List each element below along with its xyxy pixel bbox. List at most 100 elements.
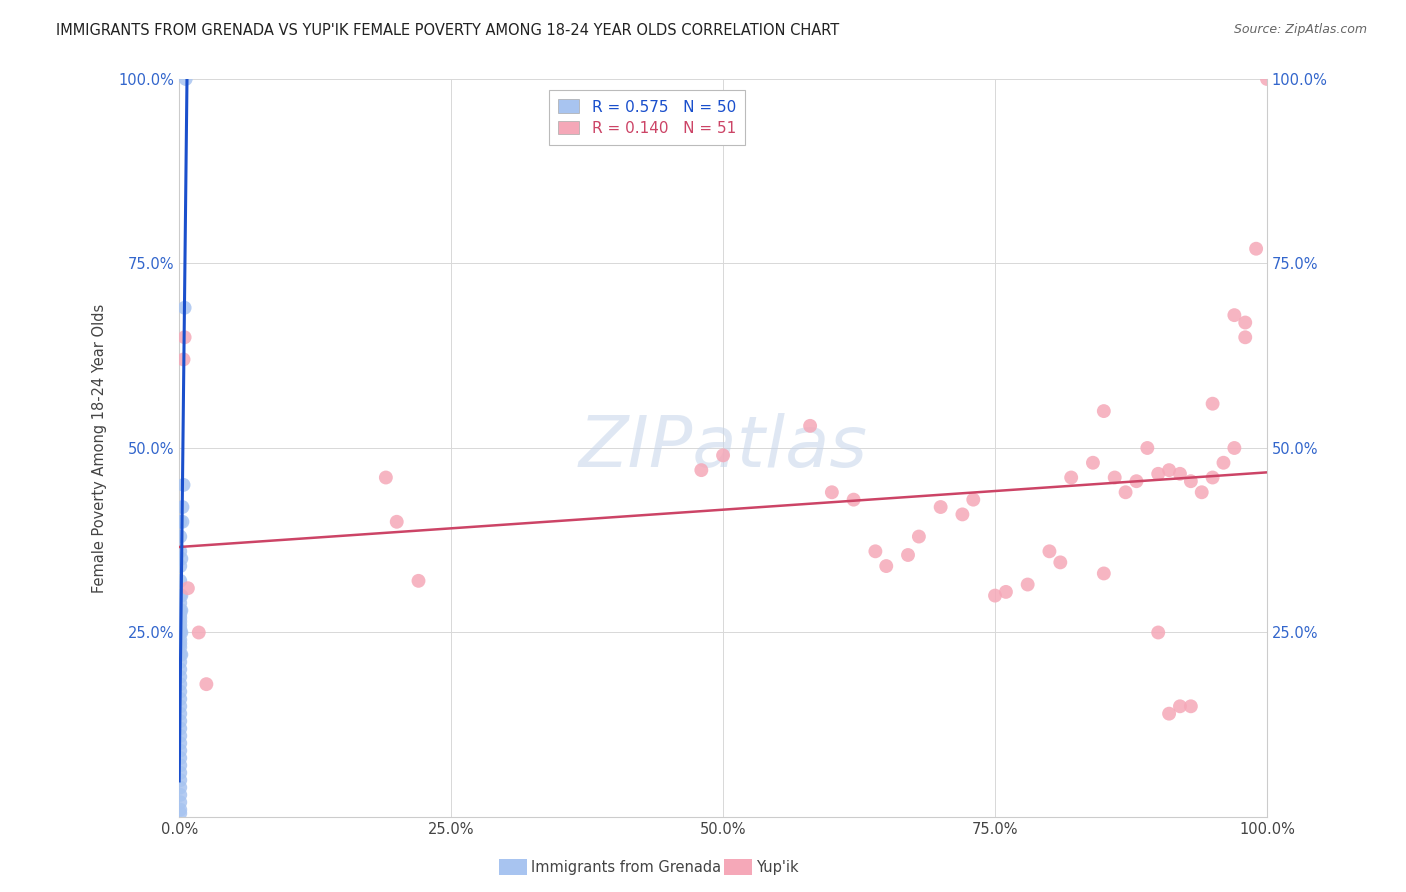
Point bbox=[374, 470, 396, 484]
Point bbox=[690, 463, 713, 477]
Text: ZIPatlas: ZIPatlas bbox=[579, 414, 868, 483]
Point bbox=[169, 589, 191, 603]
Legend: R = 0.575   N = 50, R = 0.140   N = 51: R = 0.575 N = 50, R = 0.140 N = 51 bbox=[548, 90, 745, 145]
Point bbox=[1049, 555, 1071, 569]
Point bbox=[1212, 456, 1234, 470]
Point bbox=[865, 544, 887, 558]
Point bbox=[1256, 72, 1278, 87]
Point bbox=[169, 795, 191, 809]
Point bbox=[994, 585, 1017, 599]
Text: Source: ZipAtlas.com: Source: ZipAtlas.com bbox=[1233, 23, 1367, 37]
Point bbox=[169, 622, 191, 636]
Point bbox=[1180, 699, 1202, 714]
Point bbox=[169, 559, 191, 574]
Point bbox=[169, 780, 191, 795]
Point bbox=[187, 625, 209, 640]
Point bbox=[1234, 316, 1257, 330]
Point bbox=[169, 515, 191, 529]
Point bbox=[1060, 470, 1083, 484]
Point bbox=[1191, 485, 1213, 500]
Point bbox=[1092, 566, 1115, 581]
Point bbox=[172, 500, 194, 514]
Point bbox=[1038, 544, 1060, 558]
Y-axis label: Female Poverty Among 18-24 Year Olds: Female Poverty Among 18-24 Year Olds bbox=[93, 303, 107, 592]
Point bbox=[984, 589, 1007, 603]
Point bbox=[385, 515, 408, 529]
Point bbox=[169, 692, 191, 706]
Point bbox=[169, 670, 191, 684]
Point bbox=[169, 806, 191, 821]
Point bbox=[799, 418, 821, 433]
Point bbox=[169, 788, 191, 802]
Point bbox=[169, 706, 191, 721]
Point bbox=[1201, 397, 1223, 411]
Point bbox=[842, 492, 865, 507]
Point bbox=[908, 530, 931, 544]
Point bbox=[1159, 463, 1181, 477]
Point bbox=[1136, 441, 1159, 455]
Point bbox=[169, 662, 191, 676]
Point bbox=[1147, 467, 1170, 481]
Point bbox=[711, 449, 734, 463]
Point bbox=[169, 625, 191, 640]
Point bbox=[1159, 706, 1181, 721]
Point bbox=[169, 765, 191, 780]
Point bbox=[170, 551, 193, 566]
Point bbox=[1223, 441, 1246, 455]
Point bbox=[1201, 470, 1223, 484]
Point bbox=[169, 743, 191, 757]
Point bbox=[169, 758, 191, 772]
Point bbox=[1017, 577, 1039, 591]
Point bbox=[169, 530, 191, 544]
Point bbox=[169, 636, 191, 650]
Point bbox=[173, 301, 195, 315]
Point bbox=[169, 751, 191, 765]
Point bbox=[169, 615, 191, 629]
Point bbox=[170, 589, 193, 603]
Point bbox=[169, 607, 191, 621]
Point bbox=[1081, 456, 1104, 470]
Point bbox=[1168, 467, 1191, 481]
Text: Immigrants from Grenada: Immigrants from Grenada bbox=[531, 861, 721, 875]
Point bbox=[169, 574, 191, 588]
Point bbox=[169, 611, 191, 625]
Point bbox=[169, 736, 191, 750]
Point bbox=[169, 729, 191, 743]
Point bbox=[169, 603, 191, 617]
Point bbox=[1125, 474, 1147, 488]
Point bbox=[962, 492, 984, 507]
Point bbox=[1115, 485, 1137, 500]
Point bbox=[408, 574, 430, 588]
Point bbox=[169, 618, 191, 632]
Point bbox=[169, 699, 191, 714]
Point bbox=[172, 515, 194, 529]
Text: IMMIGRANTS FROM GRENADA VS YUP'IK FEMALE POVERTY AMONG 18-24 YEAR OLDS CORRELATI: IMMIGRANTS FROM GRENADA VS YUP'IK FEMALE… bbox=[56, 23, 839, 38]
Point bbox=[1168, 699, 1191, 714]
Point bbox=[169, 773, 191, 788]
Point bbox=[169, 714, 191, 728]
Point bbox=[170, 625, 193, 640]
Point bbox=[169, 655, 191, 669]
Point bbox=[169, 803, 191, 817]
Point bbox=[169, 640, 191, 655]
Point bbox=[821, 485, 844, 500]
Point bbox=[169, 648, 191, 662]
Point bbox=[169, 544, 191, 558]
Point bbox=[173, 330, 195, 344]
Point bbox=[1223, 308, 1246, 322]
Point bbox=[170, 648, 193, 662]
Point bbox=[875, 559, 897, 574]
Point bbox=[1244, 242, 1267, 256]
Point bbox=[170, 603, 193, 617]
Point bbox=[1234, 330, 1257, 344]
Point bbox=[174, 72, 197, 87]
Point bbox=[1180, 474, 1202, 488]
Point bbox=[173, 478, 195, 492]
Text: Yup'ik: Yup'ik bbox=[756, 861, 799, 875]
Point bbox=[169, 722, 191, 736]
Point bbox=[195, 677, 218, 691]
Point bbox=[929, 500, 952, 514]
Point bbox=[950, 508, 973, 522]
Point bbox=[169, 596, 191, 610]
Point bbox=[169, 684, 191, 698]
